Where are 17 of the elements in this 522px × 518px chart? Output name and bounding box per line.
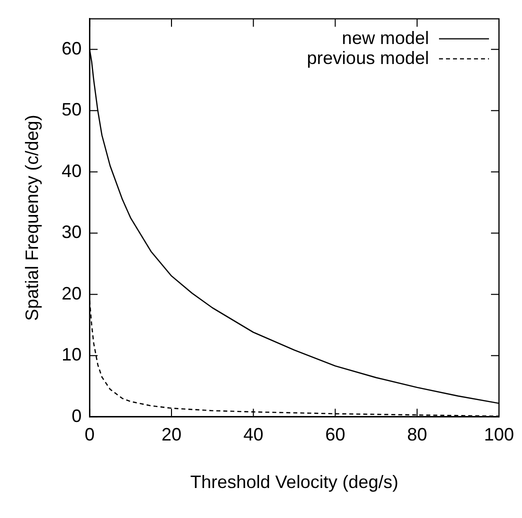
y-tick-label: 10 [62, 344, 82, 365]
x-tick-label: 20 [161, 424, 182, 445]
x-tick-label: 60 [325, 424, 346, 445]
y-tick-label: 60 [62, 38, 82, 58]
y-tick-label: 20 [62, 283, 82, 304]
y-tick-label: 40 [62, 160, 82, 181]
x-tick-label: 0 [84, 424, 95, 445]
x-tick-label: 40 [243, 424, 264, 445]
y-tick-label: 30 [62, 222, 82, 242]
x-tick-label: 80 [407, 424, 428, 445]
legend-label: previous model [306, 48, 429, 68]
x-tick-label: 100 [484, 424, 514, 445]
y-axis-title: Spatial Frequency (c/deg) [22, 114, 42, 321]
y-tick-label: 0 [72, 406, 82, 426]
y-tick-label: 50 [62, 100, 82, 120]
legend-label: new model [342, 28, 429, 48]
x-axis-title: Threshold Velocity (deg/s) [190, 472, 398, 492]
